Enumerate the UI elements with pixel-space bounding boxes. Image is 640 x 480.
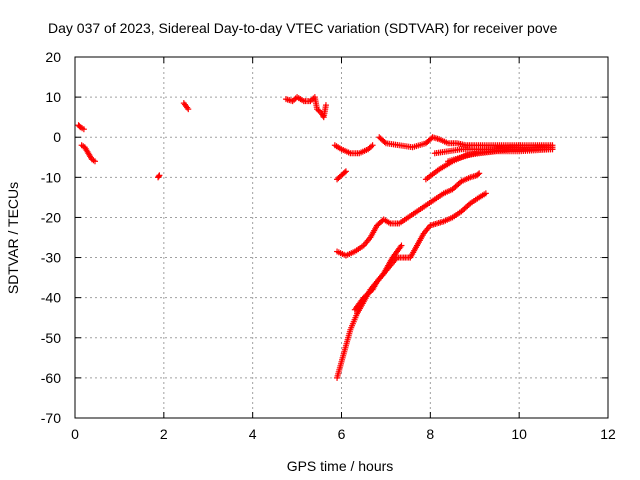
data-point (91, 158, 98, 165)
data-point (475, 171, 482, 178)
x-tick-label: 2 (160, 426, 168, 442)
axis-ticks (74, 56, 609, 419)
x-axis-label: GPS time / hours (287, 458, 394, 474)
data-point (155, 173, 162, 180)
data-point (369, 142, 376, 149)
y-tick-label: -10 (41, 169, 61, 185)
series-noon-1 (282, 94, 329, 121)
x-tick-label: 12 (600, 426, 616, 442)
series-track-f (422, 146, 556, 183)
data-point (342, 168, 349, 175)
data-point (398, 242, 405, 249)
data-point (482, 190, 489, 197)
y-tick-label: 20 (45, 49, 61, 65)
series-early-1 (75, 122, 87, 133)
y-tick-label: 0 (53, 129, 61, 145)
data-point (381, 139, 388, 146)
y-tick-label: -60 (41, 370, 61, 386)
data-point (80, 126, 87, 133)
x-tick-label: 4 (249, 426, 257, 442)
data-marks (75, 94, 556, 381)
series-track-b (334, 168, 349, 183)
y-tick-label: -70 (41, 410, 61, 426)
series-track-h (334, 190, 489, 381)
data-point (185, 106, 192, 113)
series-early-3 (155, 172, 163, 181)
data-point (476, 170, 483, 177)
data-point (322, 102, 329, 109)
x-tick-label: 10 (511, 426, 527, 442)
series-track-i (351, 242, 405, 313)
y-tick-label: 10 (45, 89, 61, 105)
series-early-4 (180, 100, 192, 113)
x-tick-label: 8 (426, 426, 434, 442)
series-track-a (331, 142, 376, 157)
x-tick-label: 6 (338, 426, 346, 442)
x-tick-label: 0 (71, 426, 79, 442)
data-point (549, 146, 556, 153)
y-tick-label: -20 (41, 209, 61, 225)
series-early-2 (78, 142, 98, 165)
series-track-g (334, 170, 483, 259)
data-point (341, 169, 348, 176)
y-axis-label: SDTVAR / TECUs (5, 182, 21, 294)
tick-labels: 0 2 4 6 8 10 12 20 10 0 -10 -20 -30 -40 -50 -60 -70 (41, 49, 616, 442)
y-tick-label: -40 (41, 290, 61, 306)
y-tick-label: -30 (41, 250, 61, 266)
data-point (155, 174, 162, 181)
y-tick-label: -50 (41, 330, 61, 346)
chart-title: Day 037 of 2023, Sidereal Day-to-day VTE… (48, 20, 558, 36)
